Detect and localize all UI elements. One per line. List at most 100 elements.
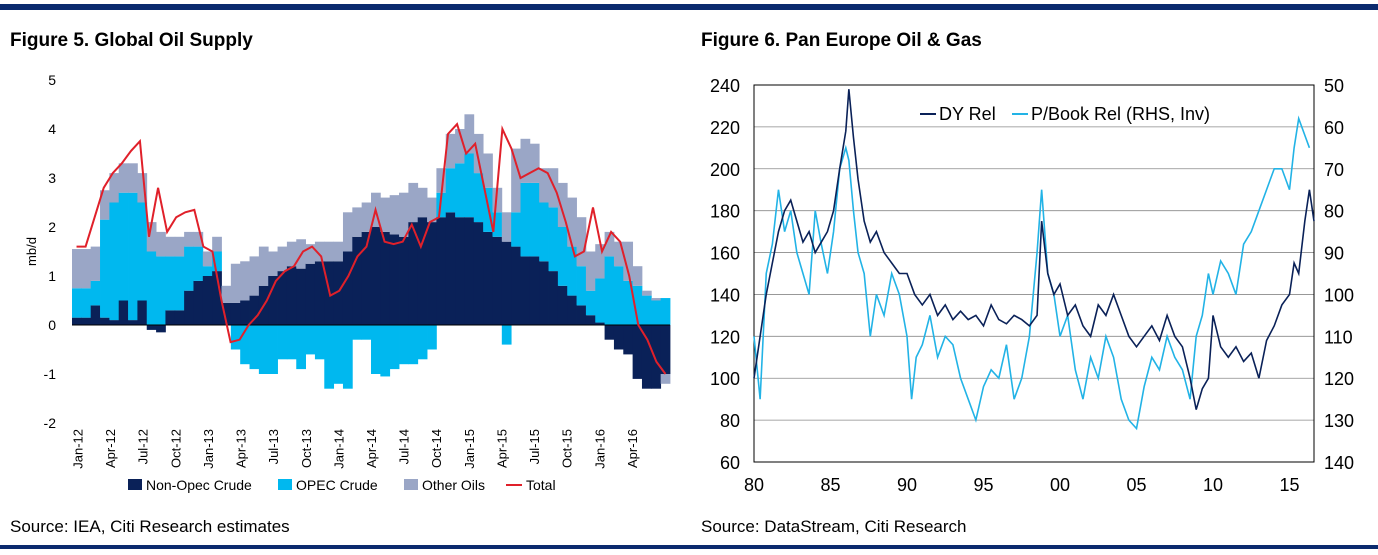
fig5-bar (333, 261, 344, 325)
fig5-bar (567, 246, 577, 296)
fig6-legend-label: P/Book Rel (RHS, Inv) (1031, 104, 1210, 124)
fig5-bar (417, 217, 428, 325)
fig5-bar (221, 285, 232, 303)
fig5-bar (455, 129, 465, 164)
fig5-bar (118, 192, 129, 301)
fig5-bar (567, 295, 577, 325)
fig5-bar (632, 285, 643, 325)
fig5-bar (305, 325, 316, 355)
fig5-bar (380, 231, 391, 325)
fig5-xtick-label: Apr-16 (625, 429, 640, 468)
fig5-total-line (76, 122, 667, 375)
fig5-bar (277, 271, 288, 325)
fig5-bar (109, 320, 120, 325)
fig5-bar (417, 187, 428, 218)
fig5-bar (483, 153, 493, 188)
fig5-bar (445, 212, 456, 325)
fig5-xtick-label: Jan-14 (331, 429, 346, 469)
fig5-bar (352, 236, 363, 325)
fig5-bar (305, 244, 316, 264)
fig6-y2tick-label: 120 (1324, 369, 1354, 389)
fig5-bar (529, 143, 540, 183)
fig5-bar (501, 241, 512, 325)
fig5-bar (90, 305, 101, 325)
fig5-bar (240, 300, 250, 325)
fig5-bar (417, 325, 428, 360)
fig5-bar (193, 231, 204, 247)
fig5-bar (100, 317, 110, 325)
fig5-bar (604, 256, 615, 325)
fig5-bar (539, 202, 549, 262)
fig5-bar (361, 231, 372, 325)
fig5-bar (623, 241, 634, 281)
fig5-bar (380, 197, 391, 232)
fig5-bar (473, 222, 484, 325)
fig5-bar (455, 217, 465, 325)
fig6-ytick-label: 180 (710, 202, 740, 222)
fig5-bar (445, 168, 456, 213)
fig5-bar (212, 236, 222, 252)
fig5-bar (660, 325, 671, 374)
fig5-bar (511, 148, 521, 213)
fig6-y2tick-label: 70 (1324, 160, 1344, 180)
fig5-bar (72, 249, 82, 289)
fig5-bar (529, 182, 540, 257)
fig5-bar (137, 173, 148, 203)
fig5-bar (641, 325, 652, 389)
fig5-bar (156, 256, 166, 325)
fig6-ytick-label: 100 (710, 369, 740, 389)
fig5-bar (146, 251, 157, 325)
fig6-ytick-label: 140 (710, 285, 740, 305)
fig5-bar (193, 280, 204, 325)
fig6-title: Figure 6. Pan Europe Oil & Gas (701, 30, 982, 51)
fig5-bar (352, 325, 363, 340)
fig5-bar (408, 182, 419, 223)
fig5-bar (342, 212, 353, 252)
fig5-bar (380, 325, 391, 377)
fig6-xtick-label: 80 (744, 475, 764, 495)
fig5-ytick-label: 3 (48, 170, 56, 186)
fig5-bar (613, 266, 624, 325)
fig5-bar (361, 325, 372, 340)
fig5-bar (539, 168, 549, 203)
fig5-bar (595, 322, 605, 325)
fig5-bar (268, 325, 278, 374)
fig5-bar (249, 256, 260, 296)
fig5-bar (118, 300, 129, 325)
fig5-bar (202, 266, 213, 276)
fig5-bar (314, 241, 325, 262)
fig5-bar (202, 251, 213, 267)
fig5-bar (118, 163, 129, 193)
fig5-bar (165, 236, 176, 257)
fig5-bar (314, 261, 325, 325)
fig5-title: Figure 5. Global Oil Supply (10, 30, 253, 51)
fig5-bar (240, 261, 250, 301)
fig5-xtick-label: Apr-15 (494, 429, 509, 468)
fig5-bar (193, 246, 204, 281)
fig6-xtick-label: 10 (1203, 475, 1223, 495)
fig5-legend-swatch (278, 479, 292, 490)
fig5-bar (333, 241, 344, 262)
fig5-bar (436, 168, 447, 193)
fig5-bar (529, 256, 540, 325)
fig5-bar (184, 246, 194, 291)
fig5-bar (576, 305, 587, 325)
fig5-bar (184, 290, 194, 325)
fig5-bar (613, 241, 624, 267)
fig5-bar (109, 173, 120, 203)
fig5-bar (389, 325, 400, 370)
fig5-bar (230, 325, 241, 350)
fig5-bar (72, 288, 82, 318)
fig5-bar (165, 256, 176, 311)
fig5-legend-swatch (128, 479, 142, 490)
fig6-xtick-label: 90 (897, 475, 917, 495)
fig5-bar (286, 325, 297, 360)
fig5-bar (81, 288, 92, 318)
fig5-bar (473, 173, 484, 223)
fig5-bar (623, 325, 634, 355)
fig5-bar (212, 271, 222, 325)
fig5-bar (427, 197, 437, 223)
fig5-bar (109, 202, 120, 321)
fig6-ytick-label: 80 (720, 411, 740, 431)
fig5-ytick-label: 1 (48, 268, 56, 284)
